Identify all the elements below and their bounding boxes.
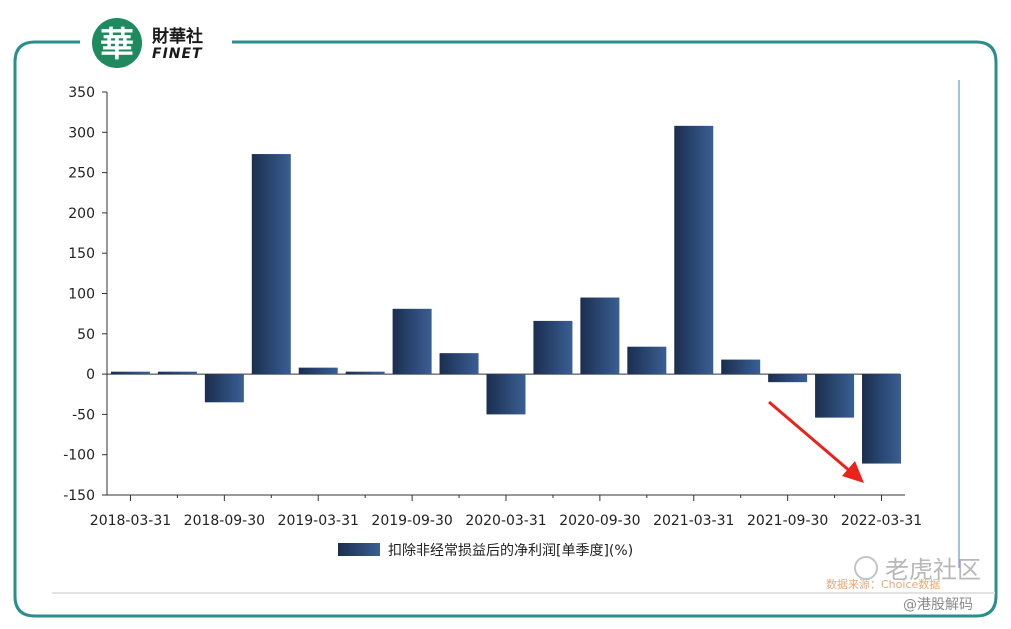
bar	[533, 320, 573, 375]
x-tick-label: 2021-09-30	[747, 513, 828, 529]
y-tick-label: 350	[68, 85, 95, 101]
y-tick-label: -100	[63, 448, 95, 464]
bar	[439, 353, 479, 375]
x-tick-label: 2021-03-31	[653, 513, 734, 529]
y-tick-label: 200	[68, 206, 95, 222]
watermark-handle: @港股解码	[903, 597, 973, 613]
x-tick-label: 2022-03-31	[841, 513, 922, 529]
x-axis: 2018-03-31 2018-09-30 2019-03-31 2019-09-30…	[90, 373, 922, 529]
watermark: 老虎社区 @港股解码	[854, 556, 981, 613]
bar	[486, 374, 526, 415]
bar	[392, 308, 432, 375]
card-frame	[13, 40, 998, 618]
legend-swatch	[338, 543, 380, 556]
bar	[580, 297, 620, 375]
finet-logo: 華 財華社 FINET	[92, 18, 203, 68]
annotation-arrow	[768, 400, 864, 483]
x-tick-label: 2019-09-30	[371, 513, 452, 529]
logo-badge	[92, 18, 142, 68]
y-tick-label: 50	[77, 327, 95, 343]
y-axis: 350 300 250 200 150 100 50 0 -50 -100 -150	[63, 85, 108, 504]
bar	[251, 154, 291, 375]
bar	[768, 374, 808, 383]
bar	[298, 367, 338, 375]
y-tick-label: -50	[72, 407, 95, 423]
bar	[157, 371, 197, 375]
legend-label: 扣除非经常损益后的净利润[单季度](%)	[388, 543, 633, 559]
y-tick-label: 0	[86, 367, 95, 383]
watermark-site: 老虎社区	[885, 556, 981, 584]
bar	[721, 359, 761, 375]
y-tick-label: -150	[63, 488, 95, 504]
bar-series	[110, 125, 902, 464]
brand-name-en: FINET	[152, 46, 203, 62]
logo-glyph: 華	[100, 25, 134, 65]
legend: 扣除非经常损益后的净利润[单季度](%)	[338, 543, 633, 559]
y-tick-label: 250	[68, 166, 95, 182]
watermark-icon	[854, 556, 878, 580]
x-tick-label: 2018-09-30	[184, 513, 265, 529]
brand-name-cn: 財華社	[151, 26, 203, 47]
y-tick-label: 150	[68, 246, 95, 262]
bar	[204, 374, 244, 403]
bar	[815, 374, 855, 418]
x-tick-label: 2020-09-30	[559, 513, 640, 529]
bar	[110, 371, 150, 375]
x-tick-label: 2019-03-31	[278, 513, 359, 529]
x-tick-label: 2018-03-31	[90, 513, 171, 529]
y-tick-label: 300	[68, 125, 95, 141]
bar	[345, 371, 385, 375]
bar	[674, 125, 714, 375]
source-note: 数据来源：Choice数据	[826, 577, 940, 591]
x-tick-label: 2020-03-31	[465, 513, 546, 529]
bar	[862, 374, 902, 464]
bar	[627, 346, 667, 375]
y-tick-label: 100	[68, 287, 95, 303]
